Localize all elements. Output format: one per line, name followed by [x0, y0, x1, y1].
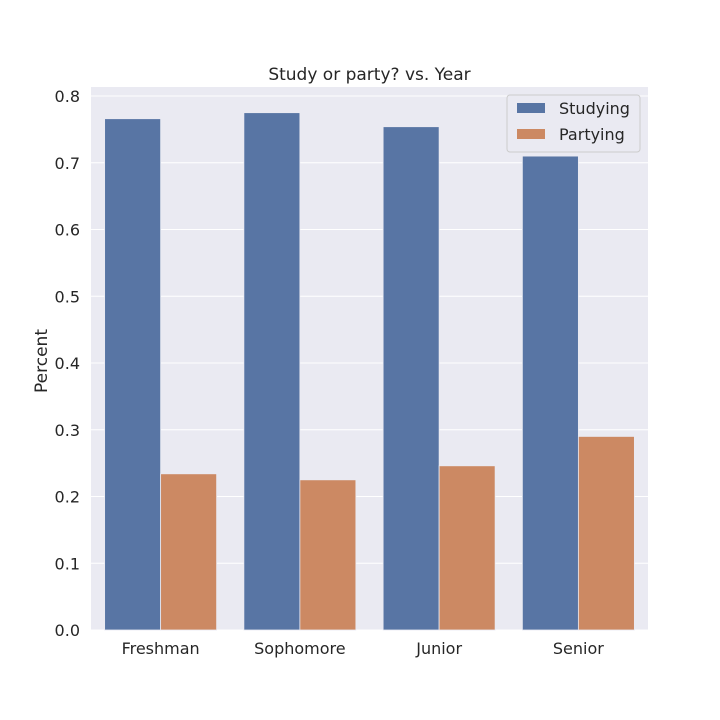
x-tick-label: Senior: [553, 639, 604, 658]
y-tick-label: 0.0: [55, 621, 80, 640]
bar-partying-freshman: [160, 473, 218, 631]
y-tick-labels: 0.0 0.1 0.2 0.3 0.4 0.5 0.6 0.7 0.8: [55, 87, 80, 640]
y-tick-label: 0.7: [55, 154, 80, 173]
y-axis-label: Percent: [32, 329, 52, 393]
legend-swatch-studying: [517, 103, 545, 113]
bar-studying-freshman: [104, 118, 162, 631]
bar-studying-sophomore: [243, 112, 301, 631]
bar-studying-senior: [521, 155, 579, 631]
bar-partying-sophomore: [299, 479, 357, 631]
bar-partying-senior: [577, 436, 635, 631]
legend: Studying Partying: [506, 94, 641, 153]
y-tick-label: 0.2: [55, 488, 80, 507]
bar-studying-junior: [382, 126, 440, 631]
x-tick-label: Junior: [415, 639, 462, 658]
x-tick-label: Freshman: [122, 639, 200, 658]
y-tick-label: 0.8: [55, 87, 80, 106]
x-tick-label: Sophomore: [254, 639, 345, 658]
legend-label-studying: Studying: [559, 99, 630, 118]
bars: [104, 112, 635, 631]
legend-swatch-partying: [517, 129, 545, 139]
y-tick-label: 0.1: [55, 554, 80, 573]
legend-label-partying: Partying: [559, 125, 625, 144]
y-tick-label: 0.5: [55, 287, 80, 306]
chart-title: Study or party? vs. Year: [268, 65, 470, 85]
x-tick-labels: Freshman Sophomore Junior Senior: [122, 639, 605, 658]
y-tick-label: 0.6: [55, 221, 80, 240]
bar-partying-junior: [438, 465, 496, 631]
y-tick-label: 0.4: [55, 354, 80, 373]
y-tick-label: 0.3: [55, 421, 80, 440]
